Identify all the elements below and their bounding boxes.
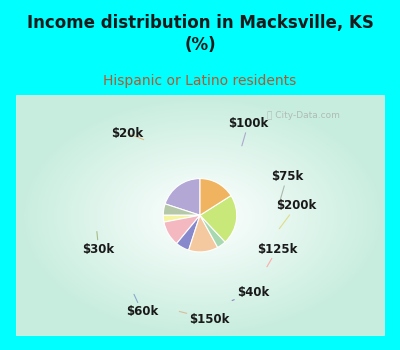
Text: $40k: $40k [232, 286, 269, 301]
Text: Hispanic or Latino residents: Hispanic or Latino residents [103, 74, 297, 88]
Text: $200k: $200k [276, 199, 317, 229]
Wedge shape [164, 215, 200, 244]
Text: $60k: $60k [126, 294, 158, 318]
Wedge shape [200, 196, 237, 242]
Text: $125k: $125k [257, 243, 298, 267]
Wedge shape [165, 178, 200, 215]
Text: $20k: $20k [112, 127, 144, 140]
Text: $30k: $30k [82, 232, 115, 256]
Wedge shape [163, 215, 200, 222]
Text: $75k: $75k [271, 170, 303, 206]
Wedge shape [189, 215, 218, 252]
Wedge shape [177, 215, 200, 250]
Text: ⓘ City-Data.com: ⓘ City-Data.com [267, 111, 340, 120]
Wedge shape [163, 204, 200, 215]
Wedge shape [200, 178, 231, 215]
Text: Income distribution in Macksville, KS
(%): Income distribution in Macksville, KS (%… [26, 14, 374, 54]
Text: $100k: $100k [228, 117, 268, 146]
Text: $150k: $150k [179, 312, 230, 326]
Wedge shape [200, 215, 225, 247]
